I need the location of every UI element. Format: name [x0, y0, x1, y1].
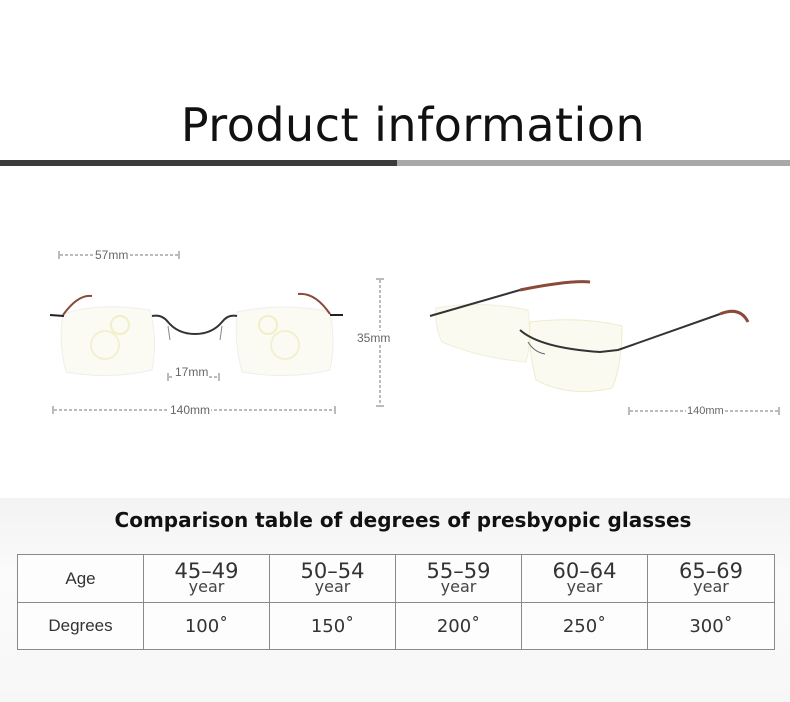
- degree-cell: 300˚: [647, 602, 775, 650]
- degree-cell: 200˚: [395, 602, 522, 650]
- age-cell: 65–69 year: [647, 554, 775, 603]
- temple-length-label: 140mm: [686, 404, 725, 418]
- lens-height-label: 35mm: [356, 331, 392, 345]
- age-cell: 55–59 year: [395, 554, 522, 603]
- age-cell: 60–64 year: [521, 554, 648, 603]
- front-view-glasses: [49, 292, 343, 377]
- age-range: 60–64: [552, 558, 617, 583]
- age-unit: year: [693, 576, 729, 596]
- comparison-title: Comparison table of degrees of presbyopi…: [114, 508, 692, 532]
- age-range: 55–59: [426, 558, 491, 583]
- age-row: Age 45–49 year 50–54 year 55–59 year 60–64 y…: [17, 554, 775, 603]
- side-view-glasses: [429, 280, 750, 393]
- degree-cell: 100˚: [143, 602, 270, 650]
- age-unit: year: [566, 576, 603, 596]
- age-header: Age: [17, 554, 144, 603]
- page-title: Product information: [180, 98, 646, 152]
- degrees-header: Degrees: [17, 602, 144, 650]
- age-cell: 50–54 year: [269, 554, 396, 603]
- dimension-ticks: [52, 251, 780, 415]
- age-range: 50–54: [300, 558, 365, 583]
- age-range: 45–49: [174, 558, 239, 583]
- bridge-width-label: 17mm: [174, 365, 210, 379]
- degrees-row: Degrees 100˚ 150˚ 200˚ 250˚ 300˚: [17, 602, 775, 650]
- dimension-lines: [54, 254, 778, 412]
- age-unit: year: [314, 576, 351, 596]
- title-underline-light: [397, 160, 790, 166]
- degree-cell: 250˚: [521, 602, 648, 650]
- age-unit: year: [188, 576, 225, 596]
- age-unit: year: [440, 576, 477, 596]
- age-cell: 45–49 year: [143, 554, 270, 603]
- degree-cell: 150˚: [269, 602, 396, 650]
- glasses-illustration: [49, 251, 780, 415]
- glasses-dimension-diagram: 57mm 17mm 140mm 35mm 140mm: [0, 230, 790, 430]
- title-underline-dark: [0, 160, 397, 166]
- age-range: 65–69: [679, 558, 743, 583]
- presbyopic-comparison-table: Age 45–49 year 50–54 year 55–59 year 60–64 y…: [17, 554, 775, 650]
- frame-width-label: 140mm: [169, 403, 212, 417]
- lens-width-label: 57mm: [94, 248, 130, 262]
